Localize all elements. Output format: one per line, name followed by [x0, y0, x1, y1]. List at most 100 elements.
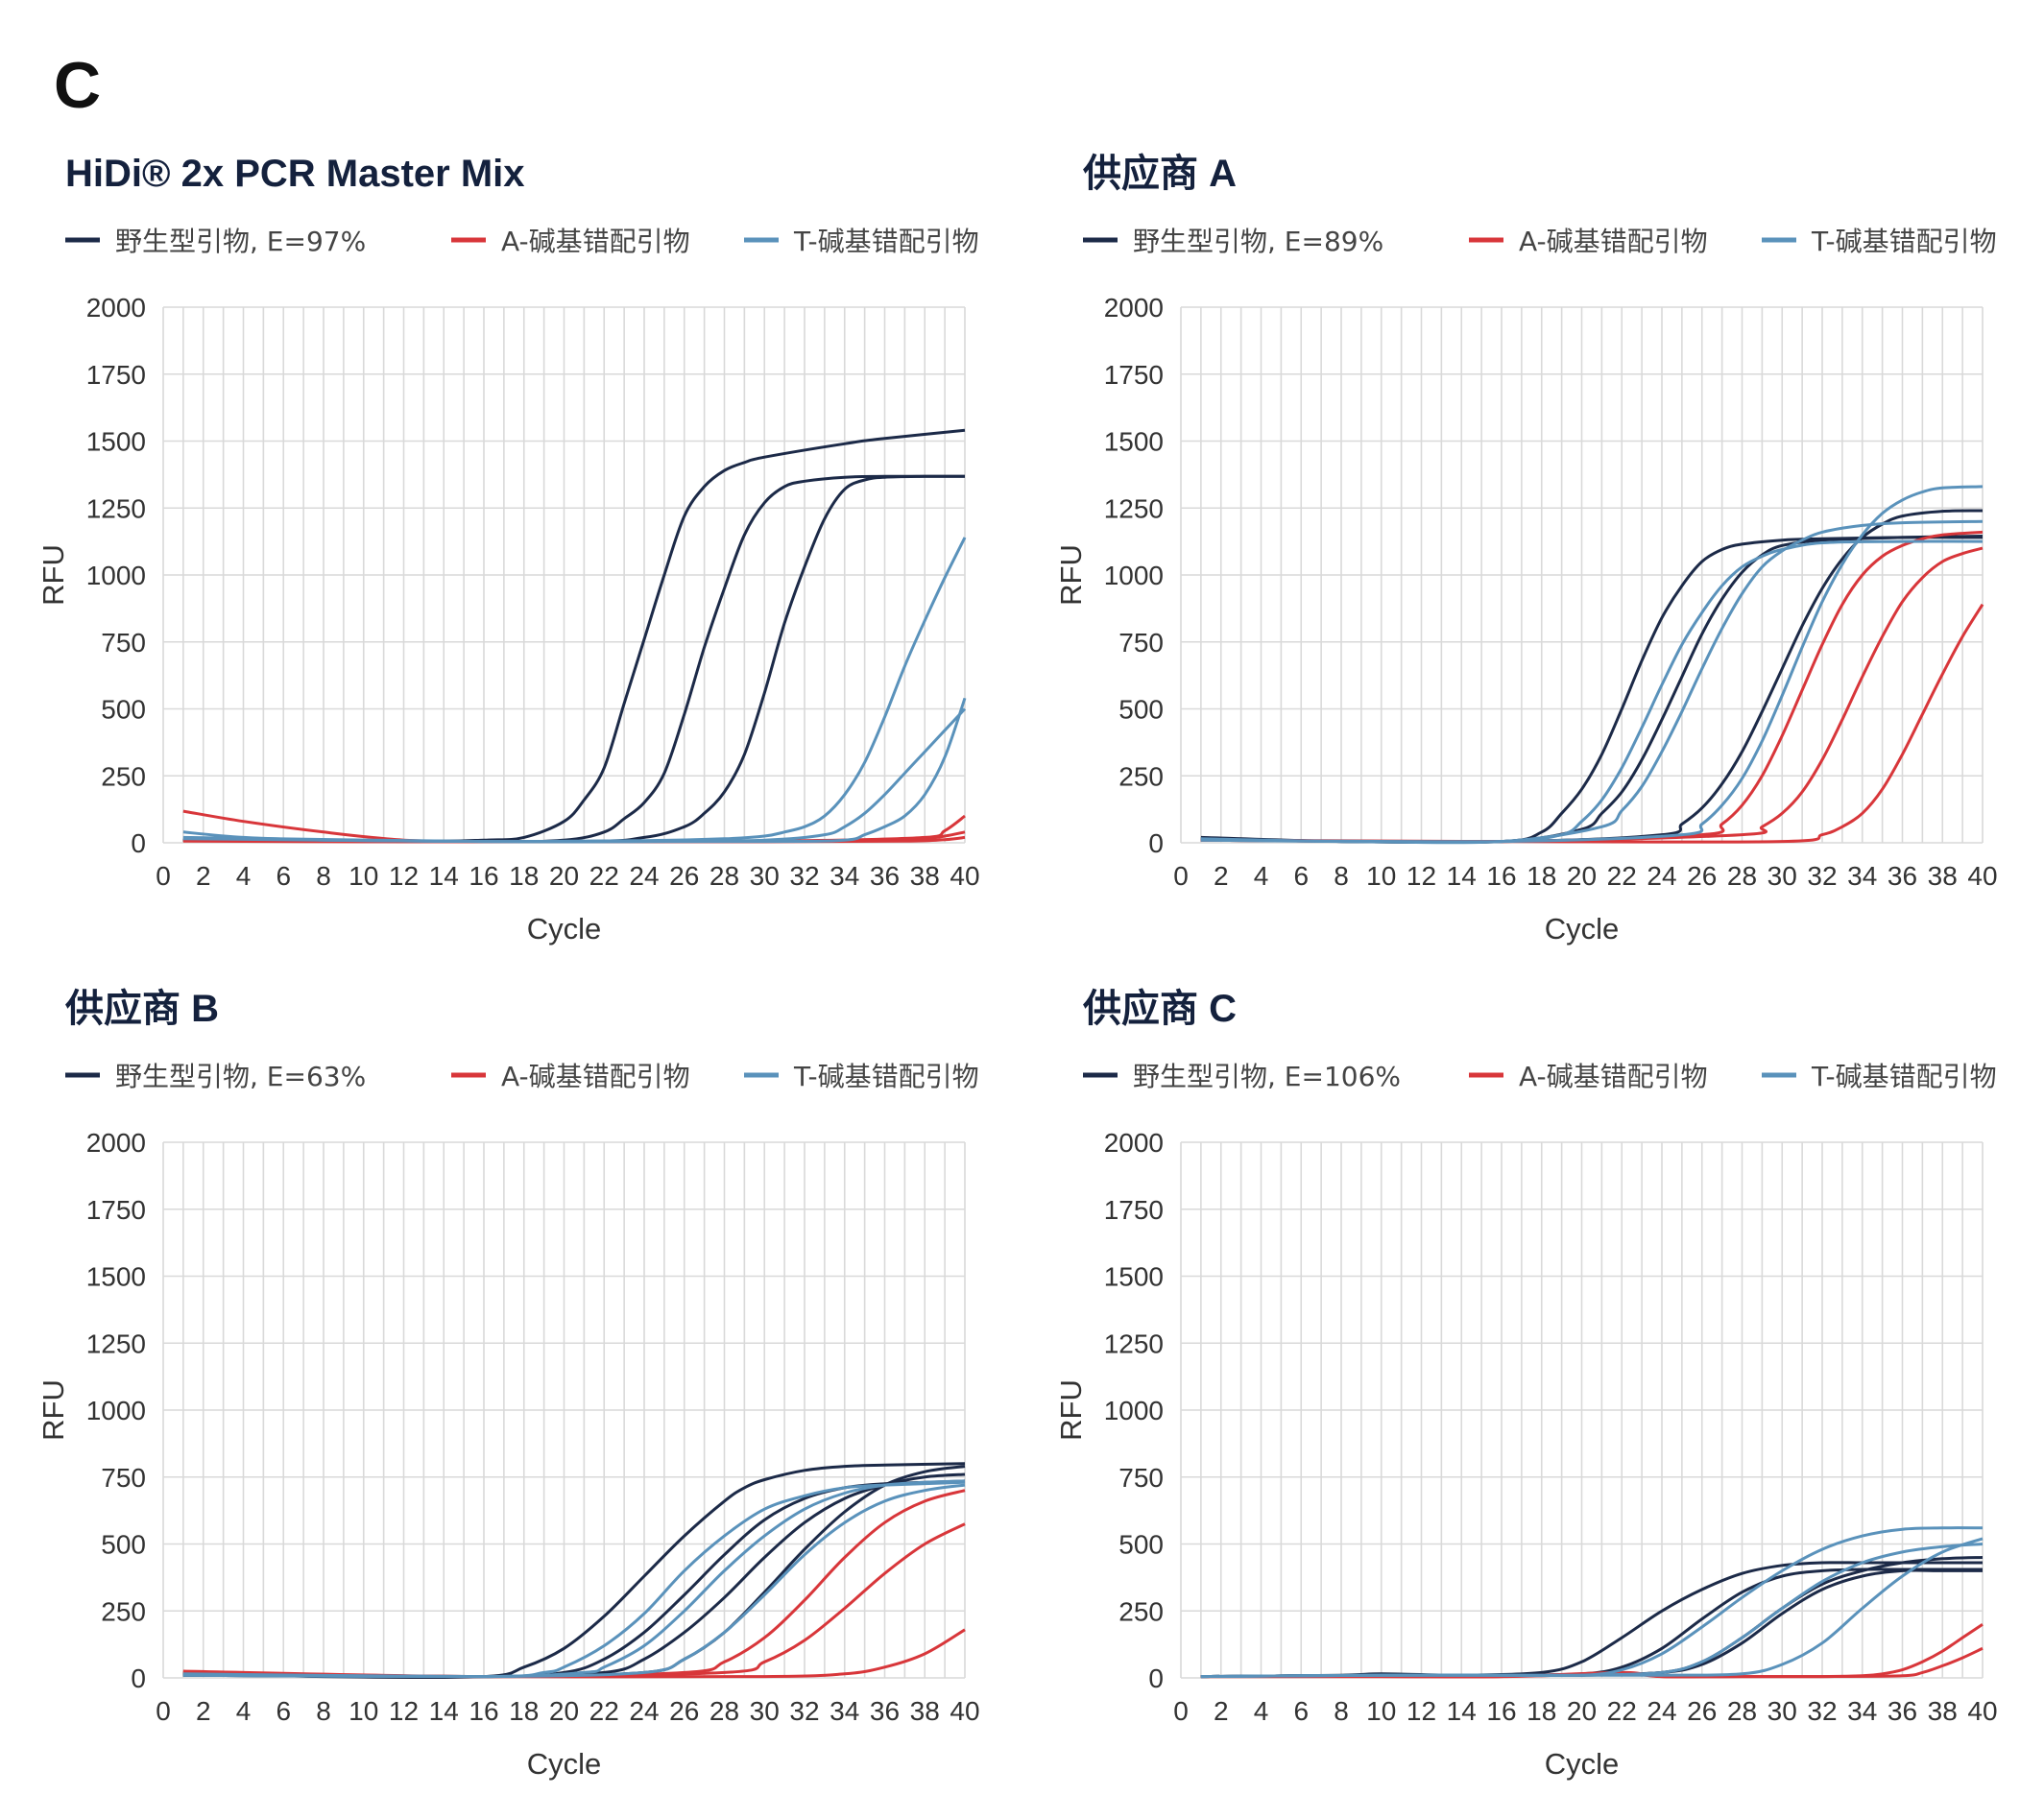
- y-tick-label: 500: [101, 1530, 146, 1560]
- y-tick-label: 0: [131, 828, 146, 858]
- y-tick-label: 1500: [86, 427, 146, 457]
- y-tick-label: 1000: [86, 561, 146, 590]
- series-line-wild-type: [1200, 1568, 1983, 1679]
- series-line-t-mismatch: [1200, 1537, 1984, 1679]
- y-tick-label: 0: [131, 1663, 146, 1693]
- y-axis-label: RFU: [1054, 1379, 1088, 1441]
- x-tick-label: 26: [1687, 861, 1717, 891]
- legend-label: T-碱基错配引物: [1811, 1061, 1997, 1092]
- y-tick-label: 2000: [1104, 1128, 1164, 1158]
- y-tick-label: 1500: [86, 1262, 146, 1292]
- y-tick-label: 2000: [86, 1128, 146, 1158]
- y-tick-label: 1000: [1104, 1396, 1164, 1425]
- series-group: [1200, 485, 1984, 845]
- series-line-a-mismatch: [1200, 546, 1984, 844]
- x-axis-label: Cycle: [527, 1747, 602, 1781]
- x-tick-label: 28: [709, 861, 739, 891]
- chart-title: 供应商 A: [1083, 153, 1237, 195]
- x-tick-label: 4: [236, 1696, 252, 1726]
- x-tick-label: 10: [1366, 861, 1396, 891]
- x-tick-label: 8: [1334, 861, 1349, 891]
- charts-container: HiDi® 2x PCR Master Mix 野生型引物, E=97% A-碱基错…: [36, 153, 1998, 1781]
- series-line-a-mismatch: [182, 1489, 966, 1679]
- y-axis-label: RFU: [36, 1379, 70, 1441]
- x-tick-label: 36: [1888, 1696, 1917, 1726]
- x-tick-label: 16: [469, 861, 498, 891]
- grid: [1180, 306, 1984, 844]
- y-tick-label: 250: [1118, 761, 1164, 791]
- x-tick-label: 10: [349, 861, 378, 891]
- x-tick-label: 28: [709, 1696, 739, 1726]
- series-line-t-mismatch: [182, 697, 967, 844]
- chart-title: 供应商 C: [1083, 988, 1237, 1030]
- x-tick-label: 6: [276, 861, 291, 891]
- chart-panel: HiDi® 2x PCR Master Mix 野生型引物, E=97% A-碱基错…: [36, 153, 980, 945]
- x-tick-label: 8: [1334, 1696, 1349, 1726]
- x-tick-label: 16: [469, 1696, 498, 1726]
- x-tick-label: 10: [349, 1696, 378, 1726]
- x-tick-label: 4: [236, 861, 252, 891]
- x-tick-label: 6: [1293, 1696, 1309, 1726]
- y-axis-label: RFU: [36, 544, 70, 606]
- x-tick-label: 38: [910, 1696, 940, 1726]
- x-tick-label: 0: [1173, 861, 1189, 891]
- x-tick-label: 18: [509, 1696, 539, 1726]
- x-tick-label: 8: [316, 861, 331, 891]
- y-tick-label: 250: [1118, 1596, 1164, 1626]
- y-tick-label: 1750: [1104, 360, 1164, 390]
- grid: [162, 306, 966, 844]
- chart-title: 供应商 B: [65, 988, 219, 1030]
- legend-label: A-碱基错配引物: [1519, 226, 1708, 257]
- chart-panel: 供应商 C 野生型引物, E=106% A-碱基错配引物 T-碱基错配引物 0 250 50…: [1054, 988, 1998, 1781]
- panel-label: C: [54, 49, 101, 122]
- x-tick-label: 0: [156, 861, 171, 891]
- y-tick-label: 1750: [1104, 1195, 1164, 1225]
- series-line-t-mismatch: [1200, 539, 1984, 844]
- x-tick-label: 24: [629, 1696, 659, 1726]
- series-line-wild-type: [1200, 1561, 1983, 1679]
- x-tick-label: 36: [870, 861, 900, 891]
- series-line-a-mismatch: [1200, 1622, 1984, 1679]
- y-tick-label: 750: [101, 1463, 146, 1493]
- x-tick-label: 38: [910, 861, 940, 891]
- series-line-a-mismatch: [182, 1522, 966, 1679]
- legend-label: 野生型引物, E=97%: [115, 226, 366, 257]
- legend-label: 野生型引物, E=106%: [1133, 1061, 1401, 1092]
- y-tick-label: 1250: [86, 1328, 146, 1358]
- x-tick-label: 12: [1407, 1696, 1436, 1726]
- x-tick-label: 30: [750, 1696, 780, 1726]
- series-line-wild-type: [182, 474, 966, 844]
- x-tick-label: 2: [1214, 861, 1229, 891]
- legend-label: 野生型引物, E=63%: [115, 1061, 366, 1092]
- x-tick-label: 40: [950, 1696, 979, 1726]
- x-tick-label: 2: [1214, 1696, 1229, 1726]
- y-tick-label: 1500: [1104, 427, 1164, 457]
- x-tick-label: 32: [1807, 861, 1837, 891]
- series-line-wild-type: [1200, 535, 1984, 845]
- legend-label: A-碱基错配引物: [501, 1061, 690, 1092]
- series-line-t-mismatch: [1200, 485, 1984, 844]
- series-line-a-mismatch: [1200, 530, 1984, 844]
- y-tick-label: 500: [101, 695, 146, 725]
- x-tick-label: 22: [589, 1696, 619, 1726]
- grid: [1180, 1141, 1984, 1679]
- x-tick-label: 12: [1407, 861, 1436, 891]
- x-tick-label: 10: [1366, 1696, 1396, 1726]
- y-tick-label: 1250: [1104, 1328, 1164, 1358]
- x-tick-label: 24: [1647, 861, 1676, 891]
- x-tick-label: 20: [1567, 861, 1597, 891]
- x-tick-label: 14: [1447, 861, 1477, 891]
- x-tick-label: 36: [870, 1696, 900, 1726]
- x-tick-label: 4: [1254, 861, 1269, 891]
- series-line-wild-type: [1200, 536, 1984, 844]
- y-tick-label: 1250: [1104, 493, 1164, 523]
- legend-label: T-碱基错配引物: [793, 226, 979, 257]
- x-tick-label: 18: [509, 861, 539, 891]
- y-tick-label: 750: [101, 628, 146, 658]
- series-group: [182, 1462, 966, 1679]
- series-line-wild-type: [182, 428, 966, 844]
- series-group: [1200, 1526, 1984, 1679]
- y-tick-label: 500: [1118, 695, 1164, 725]
- y-tick-label: 1500: [1104, 1262, 1164, 1292]
- legend-label: A-碱基错配引物: [501, 226, 690, 257]
